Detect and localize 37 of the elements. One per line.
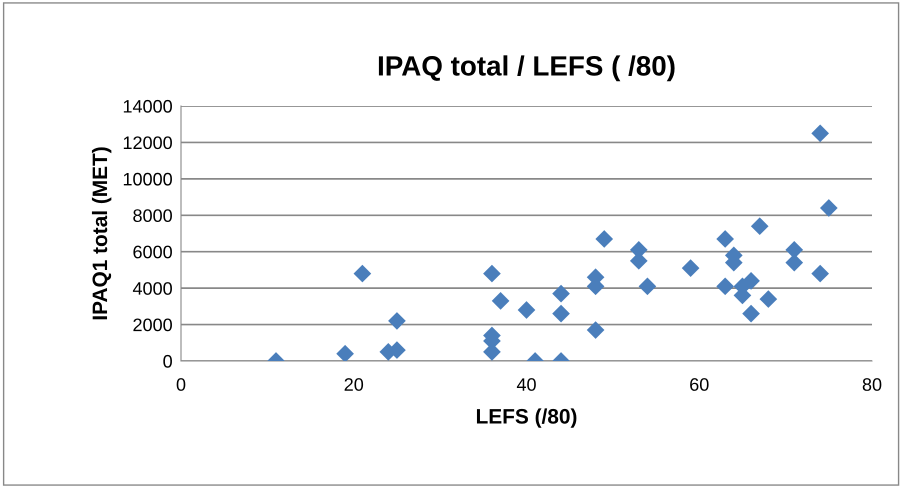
y-tick-label: 14000 — [124, 100, 172, 113]
point — [354, 264, 372, 282]
point — [388, 312, 406, 330]
point — [811, 124, 830, 142]
y-tick-label: 4000 — [132, 282, 172, 295]
x-tick-label: 0 — [176, 378, 186, 391]
point — [552, 304, 570, 322]
x-tick-label: 80 — [862, 378, 882, 391]
point — [336, 344, 354, 361]
point — [586, 321, 604, 339]
point — [552, 284, 570, 302]
point — [492, 292, 510, 310]
x-tick-label: 20 — [344, 378, 364, 391]
point — [742, 272, 760, 290]
point — [595, 230, 614, 248]
point — [811, 264, 830, 282]
point — [716, 277, 734, 296]
point — [716, 230, 734, 248]
x-axis-title: LEFS (/80) — [476, 408, 576, 428]
x-tick-label: 60 — [690, 378, 709, 391]
y-tick-label: 2000 — [133, 318, 172, 332]
x-tick-label: 40 — [516, 378, 536, 391]
y-tick-label: 8000 — [133, 209, 172, 222]
y-tick-label: 6000 — [133, 246, 172, 258]
chart-title: IPAQ total / LEFS ( /80) — [378, 55, 675, 82]
point — [483, 264, 501, 282]
point — [638, 277, 656, 296]
point — [742, 304, 760, 322]
point — [760, 290, 778, 308]
point — [750, 217, 769, 236]
point — [820, 199, 838, 217]
y-axis-title: IPAQ1 total (MET) — [92, 147, 112, 320]
point — [682, 259, 700, 277]
y-tick-label: 10000 — [124, 172, 172, 186]
y-tick-label: 0 — [163, 354, 172, 368]
point — [518, 301, 536, 319]
y-tick-label: 12000 — [124, 136, 172, 150]
